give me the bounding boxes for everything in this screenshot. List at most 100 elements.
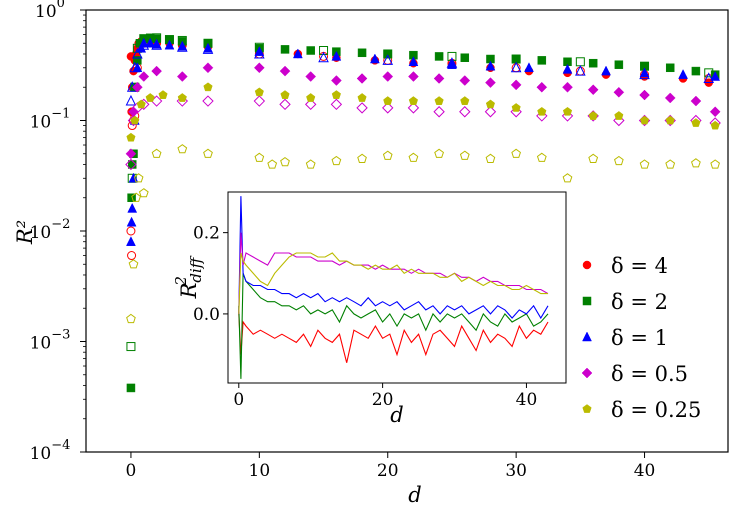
data-point-series-3-open — [407, 102, 420, 114]
data-point-series-3-filled — [562, 81, 573, 93]
x-tick-label: 10 — [249, 461, 271, 481]
data-point-series-3-open — [536, 110, 548, 122]
inset-y-label-base: R — [177, 282, 201, 299]
data-point-series-1-open — [575, 57, 585, 67]
legend-entry: δ = 4 — [582, 254, 668, 278]
data-point-series-2-filled — [254, 46, 265, 56]
data-point-series-3-open — [304, 98, 317, 111]
svg-text:Rdiff2: Rdiff2 — [172, 255, 205, 299]
x-tick-label: 40 — [634, 461, 656, 481]
data-point-series-1-filled — [126, 383, 136, 393]
data-point-series-2-filled — [126, 236, 136, 246]
data-point-series-3-open — [253, 95, 266, 107]
data-point-series-2-filled — [485, 60, 496, 71]
data-point-series-4-filled — [614, 111, 624, 120]
legend-entry: δ = 2 — [582, 290, 668, 314]
legend-entry: δ = 0.5 — [581, 362, 688, 386]
data-point-series-3-open — [433, 106, 445, 118]
data-point-series-4-filled — [434, 96, 444, 105]
x-tick-label: 30 — [505, 461, 527, 481]
data-point-series-4-open — [203, 148, 213, 158]
data-point-series-2-filled — [639, 67, 650, 78]
data-point-series-4-filled — [331, 90, 341, 99]
data-point-series-4-open — [254, 152, 265, 162]
data-point-series-3-filled — [485, 77, 496, 89]
data-point-series-4-open — [691, 158, 701, 168]
data-point-series-4-filled — [485, 99, 495, 109]
data-point-series-3-filled — [408, 71, 419, 82]
y-tick-label: 10−2 — [30, 217, 71, 243]
data-point-series-3-filled — [132, 81, 143, 93]
legend-label: δ = 0.5 — [611, 362, 688, 386]
legend-marker — [582, 260, 592, 270]
data-point-series-1-filled — [460, 53, 470, 62]
data-point-series-2-filled — [292, 48, 303, 59]
inset-data-lines — [238, 196, 549, 379]
data-point-series-3-filled — [279, 65, 291, 77]
data-point-series-4-open — [408, 152, 419, 162]
data-point-series-3-filled — [331, 75, 342, 86]
y-tick-label: 10−3 — [30, 328, 71, 354]
data-point-series-4-filled — [710, 120, 720, 130]
data-point-series-4-filled — [511, 103, 521, 112]
data-point-series-3-filled — [202, 62, 214, 74]
data-point-series-3-filled — [536, 81, 548, 93]
data-point-series-4-open — [588, 153, 599, 163]
data-point-series-2-filled — [203, 42, 213, 53]
data-point-series-4-filled — [408, 96, 418, 105]
data-point-series-1-filled — [357, 48, 367, 58]
data-point-series-4-filled — [306, 93, 316, 102]
data-point-series-2-filled — [331, 50, 342, 61]
inset-axis-ticks: 0 20 40 0.0 0.2 — [193, 224, 537, 410]
data-point-series-4-filled — [126, 132, 136, 142]
data-point-series-3-filled — [176, 71, 188, 82]
data-point-series-4-filled — [130, 115, 140, 125]
legend-entry: δ = 0.25 — [582, 398, 701, 422]
data-point-series-4-open — [639, 159, 650, 169]
data-point-series-4-open — [382, 150, 393, 160]
inset-x-tick-label: 0 — [233, 390, 244, 410]
y-axis-label: R² — [13, 220, 37, 245]
data-point-series-4-filled — [562, 106, 573, 116]
data-point-series-1-filled — [127, 193, 136, 202]
data-point-series-1-filled — [588, 58, 598, 68]
data-point-series-4-open — [133, 173, 144, 183]
inset-x-tick-label: 20 — [372, 390, 394, 410]
x-axis-label: d — [408, 483, 421, 507]
data-point-series-2-filled — [601, 65, 611, 76]
data-point-series-1-filled — [306, 46, 315, 55]
y-axis-label-text: R² — [13, 220, 37, 245]
data-point-series-3-filled — [253, 62, 265, 74]
data-point-series-3-filled — [125, 148, 137, 160]
data-point-series-4-filled — [203, 82, 213, 92]
data-point-series-3-filled — [664, 92, 676, 104]
data-point-series-4-open — [128, 259, 139, 269]
data-point-series-4-open — [131, 192, 141, 202]
inset-line-series-3 — [238, 232, 549, 314]
data-point-series-4-open — [126, 313, 136, 324]
inset-y-tick-label: 0.2 — [193, 224, 220, 244]
data-point-series-3-open — [279, 98, 291, 111]
data-point-series-4-open — [305, 159, 316, 169]
data-point-series-3-open — [484, 106, 497, 118]
y-tick-label: 10−4 — [30, 438, 71, 464]
data-point-series-4-open — [665, 159, 676, 169]
data-point-series-4-open — [511, 148, 521, 158]
data-point-series-3-filled — [639, 89, 650, 101]
data-point-series-4-open — [331, 155, 342, 166]
data-point-series-3-filled — [587, 84, 599, 96]
data-point-series-3-filled — [459, 75, 471, 86]
data-point-series-1-filled — [537, 56, 547, 65]
data-point-series-2-filled — [151, 38, 162, 49]
data-point-series-3-open — [561, 110, 574, 122]
data-point-series-2-filled — [562, 63, 573, 74]
data-point-series-4-open — [267, 159, 278, 169]
inset-line-series-0 — [238, 313, 549, 363]
y-tick-label: 10−1 — [30, 107, 71, 133]
data-point-series-3-filled — [709, 106, 721, 118]
legend-label: δ = 0.25 — [611, 398, 701, 422]
data-point-series-2-open — [132, 47, 143, 59]
data-point-series-4-open — [485, 153, 496, 163]
